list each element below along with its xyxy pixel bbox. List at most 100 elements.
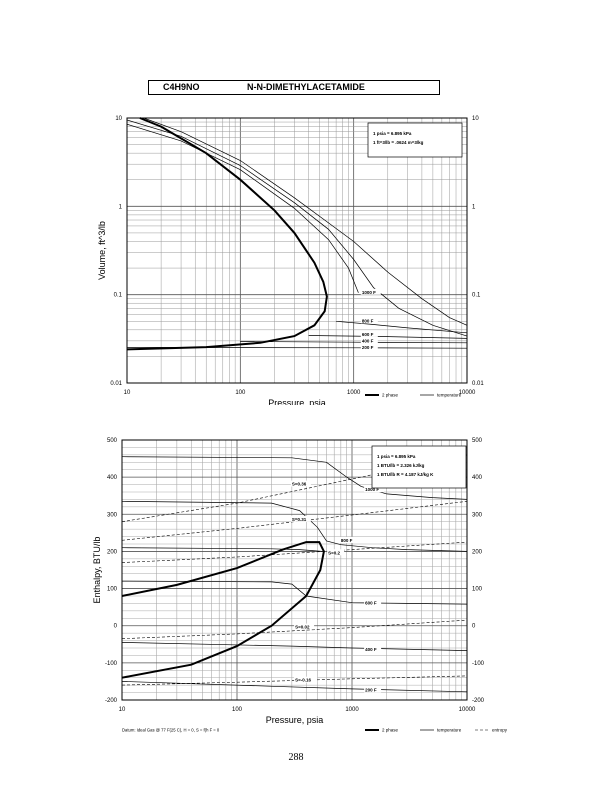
info-line: 1 BTU/lb = 2.326 kJ/kg: [377, 463, 425, 468]
x-tick-label: 10000: [459, 707, 476, 713]
curve-label: 200 F: [362, 345, 374, 350]
y-tick-label-right: 0.1: [472, 293, 481, 299]
info-line: 1 psia = 6.895 kPa: [377, 454, 416, 459]
curve-label: S=0.36: [292, 482, 307, 487]
curve-label: S=-0.16: [295, 678, 311, 683]
curve-label: S=0.2: [328, 550, 340, 555]
volume-pressure-chart: 10 100 1000 100000.010.11100.010.1110Pressu…: [97, 116, 484, 405]
curve-label: 400 F: [362, 338, 374, 343]
chart-footnote: Datum: Ideal Gas @ 77 F(25 C), H = 0, S …: [122, 728, 220, 733]
y-tick-label-left: -200: [105, 698, 118, 704]
x-tick-label: 10: [119, 707, 126, 713]
info-line: 1 ft^3/lb = .0624 m^3/kg: [373, 140, 424, 145]
x-tick-label: 10: [124, 390, 131, 396]
curve-label-bg: [294, 623, 315, 630]
compound-formula: C4H9NO: [163, 82, 200, 92]
x-tick-label: 10000: [459, 390, 476, 396]
legend-label: 2 phase: [382, 393, 399, 398]
temperature-curve-7: [126, 347, 468, 349]
2phase-curve-0: [121, 541, 325, 679]
curve-label-bg: [327, 549, 345, 556]
curve-label: 800 F: [362, 318, 374, 323]
y-tick-label-left: 10: [115, 116, 122, 122]
temperature-curve-1: [121, 456, 468, 500]
temperature-curve-2: [126, 119, 468, 337]
y-tick-label-left: 500: [107, 438, 118, 444]
curve-label-bg: [290, 515, 311, 522]
temperature-curve-6: [121, 681, 468, 693]
plot-frame: [126, 117, 468, 384]
y-tick-label-left: 200: [107, 549, 118, 555]
y-tick-label-right: 1: [472, 204, 476, 210]
curve-label: 600 F: [365, 600, 377, 605]
y-tick-label-left: 300: [107, 512, 118, 518]
x-tick-label: 1000: [345, 707, 359, 713]
curve-label: 800 F: [341, 538, 353, 543]
y-tick-label-left: 100: [107, 587, 118, 593]
curve-label-bg: [360, 288, 381, 295]
y-tick-label-left: -100: [105, 661, 118, 667]
curve-label: 400 F: [365, 647, 377, 652]
y-tick-label-left: 0.01: [110, 381, 122, 387]
curve-label: 600 F: [362, 332, 374, 337]
info-line: 1 psia = 6.895 kPa: [373, 131, 412, 136]
legend-label: entropy: [492, 728, 508, 733]
info-line: 1 BTU/lb R = 4.187 kJ/kg K: [377, 472, 434, 477]
legend-label: temperature: [437, 728, 462, 733]
y-tick-label-right: -200: [472, 698, 485, 704]
curve-label-bg: [290, 480, 311, 487]
y-tick-label-right: 200: [472, 549, 483, 555]
curve-label-bg: [364, 686, 382, 693]
y-tick-label-right: 100: [472, 587, 483, 593]
plot-frame: [121, 439, 468, 701]
entropy-curve-9: [121, 541, 468, 563]
x-tick-label: 100: [235, 390, 246, 396]
x-axis-label: Pressure, psia: [268, 398, 326, 405]
y-tick-label-left: 0.1: [114, 293, 123, 299]
y-tick-label-right: 10: [472, 116, 479, 122]
curve-label-bg: [360, 343, 378, 350]
temperature-curve-5: [308, 335, 468, 339]
2phase-curve-0: [126, 117, 328, 351]
entropy-curve-8: [121, 501, 468, 541]
x-tick-label: 1000: [347, 390, 361, 396]
curve-label-bg: [360, 337, 378, 344]
y-tick-label-right: 300: [472, 512, 483, 518]
temperature-curve-3: [121, 547, 323, 552]
compound-name: N-N-DIMETHYLACETAMIDE: [247, 82, 365, 92]
curve-label-bg: [339, 537, 357, 544]
x-tick-label: 100: [232, 707, 243, 713]
curve-label-bg: [364, 645, 382, 652]
curve-label-bg: [294, 676, 318, 683]
curve-label-bg: [360, 330, 378, 337]
y-tick-label-right: 500: [472, 438, 483, 444]
y-tick-label-left: 1: [119, 204, 123, 210]
info-box: [367, 122, 463, 158]
y-tick-label-right: 0.01: [472, 381, 484, 387]
temperature-curve-4: [336, 320, 468, 334]
temperature-curve-1: [126, 123, 359, 293]
enthalpy-pressure-chart: 10 100 1000 10000 -200 -100 0 100 200 300 400 500 -2…: [92, 438, 508, 733]
info-box: [371, 445, 467, 489]
page-number: 288: [288, 752, 304, 763]
temperature-curve-6: [240, 341, 468, 344]
temperature-curve-2: [121, 500, 468, 552]
y-tick-label-right: 0: [472, 624, 476, 630]
legend-label: 2 phase: [382, 728, 399, 733]
y-tick-label-left: 400: [107, 475, 118, 481]
curve-label: S=0.02: [295, 625, 310, 630]
temperature-curve-3: [143, 117, 468, 326]
curve-label-bg: [364, 599, 382, 606]
curve-label-bg: [360, 317, 378, 324]
y-axis-label: Volume, ft^3/lb: [97, 221, 107, 280]
y-tick-label-right: -100: [472, 661, 485, 667]
temperature-curve-5: [121, 642, 468, 651]
curve-label: 1000 F: [365, 487, 379, 492]
curve-label-bg: [364, 486, 385, 493]
temperature-curve-4: [121, 580, 468, 605]
curve-label: 1000 F: [362, 290, 376, 295]
curve-label: 200 F: [365, 688, 377, 693]
curve-label: S=0.31: [292, 517, 307, 522]
legend-label: temperature: [437, 393, 462, 398]
